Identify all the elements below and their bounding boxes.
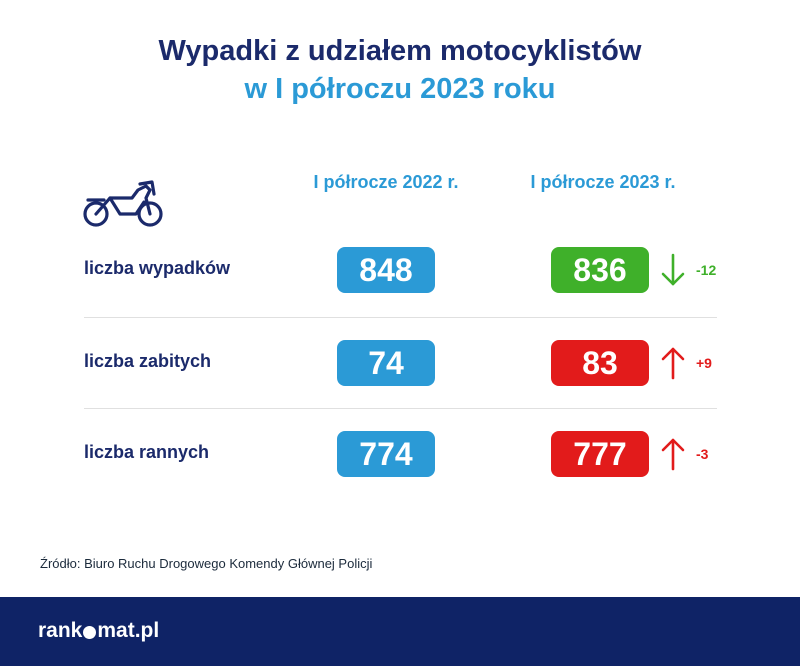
row-divider (84, 317, 717, 318)
value-2023-injured: 777 (551, 431, 649, 477)
page-title: Wypadki z udziałem motocyklistów w I pół… (0, 32, 800, 108)
title-line-1: Wypadki z udziałem motocyklistów (158, 35, 642, 67)
value-2023-accidents: 836 (551, 247, 649, 293)
footer-bar: rank mat.pl (0, 597, 800, 666)
row-label-injured: liczba rannych (84, 442, 210, 462)
row-label-killed: liczba zabitych (84, 351, 212, 371)
delta-injured: -3 (696, 446, 709, 462)
value-2022-accidents: 848 (337, 247, 435, 293)
arrow-up-icon (661, 347, 685, 380)
delta-accidents: -12 (696, 262, 717, 278)
logo-dot-icon (83, 625, 97, 639)
delta-killed: +9 (696, 355, 712, 371)
value-2022-killed: 74 (337, 340, 435, 386)
row-divider (84, 408, 717, 409)
logo-text-left: rank (38, 619, 83, 642)
value-2023-killed: 83 (551, 340, 649, 386)
column-header-2022: I półrocze 2022 r. (313, 172, 459, 192)
source-note: Źródło: Biuro Ruchu Drogowego Komendy Gł… (40, 556, 373, 571)
value-2022-injured: 774 (337, 431, 435, 477)
row-label-accidents: liczba wypadków (84, 258, 231, 278)
motorcycle-icon (83, 180, 163, 227)
column-header-2023: I półrocze 2023 r. (530, 172, 676, 192)
rankomat-logo[interactable]: rank mat.pl (38, 619, 159, 643)
arrow-up-icon (661, 438, 685, 471)
title-line-2: w I półroczu 2023 roku (244, 73, 556, 105)
logo-text-right: mat.pl (97, 619, 160, 642)
arrow-down-icon (661, 253, 685, 286)
